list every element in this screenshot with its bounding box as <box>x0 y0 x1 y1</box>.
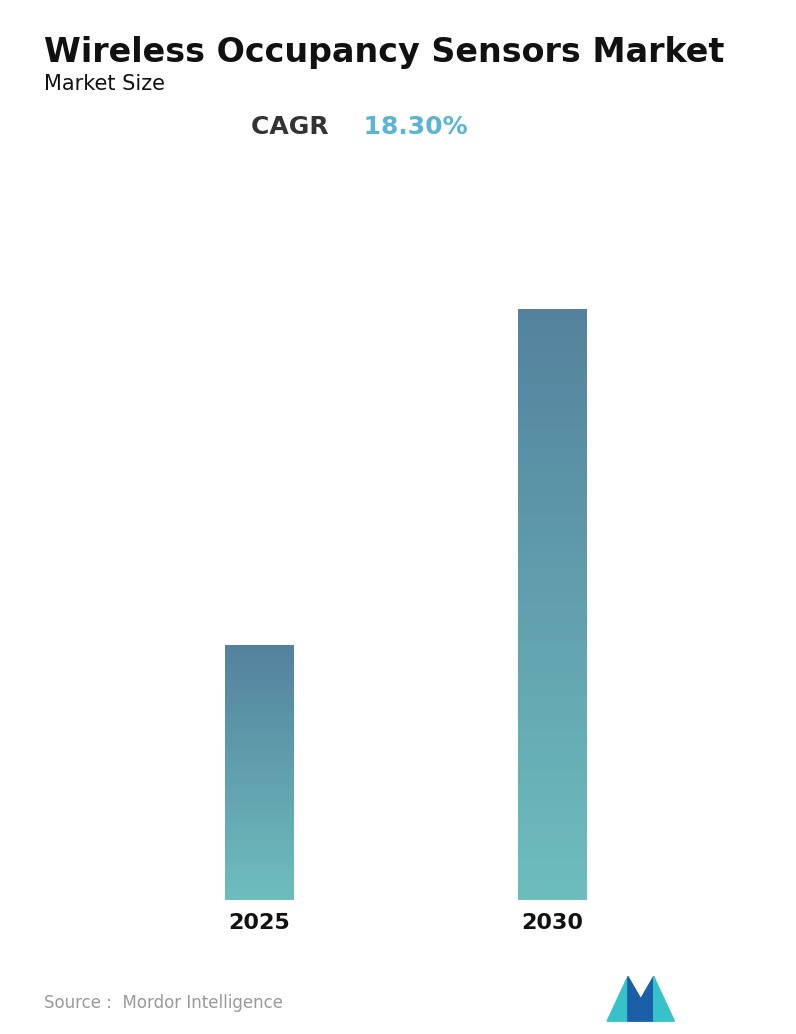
Text: 2030: 2030 <box>521 913 583 934</box>
Text: Wireless Occupancy Sensors Market: Wireless Occupancy Sensors Market <box>44 36 724 69</box>
Text: 18.30%: 18.30% <box>346 115 468 140</box>
Text: Source :  Mordor Intelligence: Source : Mordor Intelligence <box>44 994 283 1012</box>
Text: Market Size: Market Size <box>44 74 165 94</box>
Polygon shape <box>628 976 654 1022</box>
Text: 2025: 2025 <box>228 913 291 934</box>
Text: CAGR: CAGR <box>251 115 346 140</box>
Polygon shape <box>654 976 674 1022</box>
Polygon shape <box>607 976 628 1022</box>
